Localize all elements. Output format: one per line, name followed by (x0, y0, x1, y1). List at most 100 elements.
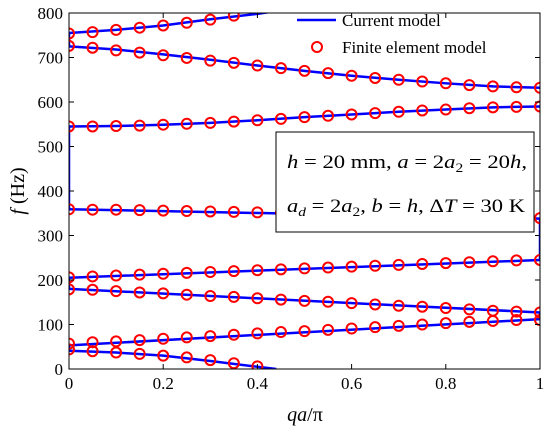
x-tick-label: 1 (536, 374, 545, 393)
model-curve (69, 287, 540, 314)
fem-point (369, 321, 382, 334)
fem-point (251, 327, 264, 340)
fem-point (345, 322, 358, 335)
fem-point (251, 59, 264, 72)
fem-point (251, 360, 264, 369)
fem-point (322, 295, 335, 308)
fem-point (251, 264, 264, 277)
fem-point (110, 285, 123, 298)
model-curve (69, 258, 540, 280)
fem-point (133, 268, 146, 281)
fem-point (157, 267, 170, 280)
fem-point (204, 330, 217, 343)
fem-point (227, 56, 240, 69)
fem-point (133, 21, 146, 34)
fem-point (322, 109, 335, 122)
fem-point (227, 13, 240, 22)
fem-point (157, 118, 170, 131)
y-tick-label: 200 (38, 271, 64, 290)
fem-point (463, 102, 476, 115)
y-tick-label: 800 (38, 4, 64, 23)
fem-point (133, 46, 146, 59)
fem-point (227, 265, 240, 278)
fem-point (298, 294, 311, 307)
legend-label-current: Current model (342, 11, 441, 30)
fem-point (180, 351, 193, 364)
fem-point (157, 332, 170, 345)
fem-point (416, 75, 429, 88)
fem-point (486, 101, 499, 114)
fem-point (274, 293, 287, 306)
fem-point (274, 326, 287, 339)
legend-label-fem: Finite element model (342, 38, 487, 57)
y-tick-label: 600 (38, 93, 64, 112)
fem-point (180, 16, 193, 29)
fem-point (227, 115, 240, 128)
fem-point (534, 212, 540, 225)
y-tick-label: 500 (38, 138, 64, 157)
fem-point (110, 346, 123, 359)
fem-point (298, 111, 311, 124)
fem-point (369, 259, 382, 272)
fem-point (463, 79, 476, 92)
fem-point (157, 204, 170, 217)
fem-point (298, 64, 311, 77)
fem-point (322, 323, 335, 336)
fem-point (69, 337, 75, 350)
fem-point (86, 345, 99, 358)
x-tick-label: 0.8 (435, 374, 456, 393)
fem-point (180, 205, 193, 218)
fem-point (392, 73, 405, 86)
fem-point (251, 292, 264, 305)
fem-point (274, 263, 287, 276)
fem-point (486, 80, 499, 93)
fem-point (534, 81, 540, 94)
fem-point (110, 335, 123, 348)
fem-point (227, 357, 240, 369)
fem-point (133, 204, 146, 217)
fem-point (133, 347, 146, 360)
fem-point (274, 112, 287, 125)
fem-point (510, 254, 523, 267)
fem-point (392, 105, 405, 118)
fem-point (439, 257, 452, 270)
fem-point (69, 203, 75, 216)
fem-point (392, 299, 405, 312)
fem-point (322, 67, 335, 80)
fem-point (204, 354, 217, 367)
fem-point (86, 283, 99, 296)
fem-point (510, 314, 523, 327)
fem-point (133, 334, 146, 347)
fem-point (86, 203, 99, 216)
fem-point (157, 19, 170, 32)
fem-point (110, 23, 123, 36)
fem-point (416, 318, 429, 331)
fem-point (463, 315, 476, 328)
fem-point (345, 260, 358, 273)
fem-point (227, 290, 240, 303)
x-tick-label: 0 (65, 374, 74, 393)
fem-point (534, 314, 540, 327)
fem-point (227, 328, 240, 341)
fem-point (345, 69, 358, 82)
fem-point (204, 205, 217, 218)
fem-point (251, 206, 264, 219)
fem-point (204, 13, 217, 26)
fem-point (110, 44, 123, 57)
x-axis-label: qa/π (287, 404, 323, 426)
y-axis-label: f (Hz) (7, 167, 29, 214)
fem-point (227, 205, 240, 218)
fem-point (322, 261, 335, 274)
fem-point (133, 286, 146, 299)
annotation-box (275, 131, 535, 233)
y-tick-label: 700 (38, 49, 64, 68)
fem-point (534, 100, 540, 113)
fem-point (486, 304, 499, 317)
fem-point (133, 119, 146, 132)
legend-marker-swatch (311, 41, 323, 53)
fem-point (69, 283, 75, 296)
fem-point (180, 331, 193, 344)
